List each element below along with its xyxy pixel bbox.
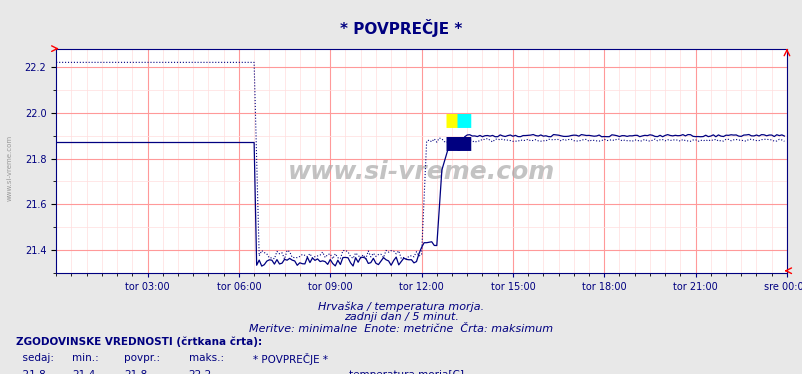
Text: Hrvaška / temperatura morja.: Hrvaška / temperatura morja. (318, 301, 484, 312)
Text: ▪: ▪ (443, 128, 462, 156)
Text: min.:: min.: (72, 353, 99, 364)
Text: maks.:: maks.: (188, 353, 224, 364)
Text: 22,2: 22,2 (188, 370, 212, 374)
Text: ▪: ▪ (443, 105, 462, 133)
Text: ▪: ▪ (454, 105, 472, 133)
Text: Meritve: minimalne  Enote: metrične  Črta: maksimum: Meritve: minimalne Enote: metrične Črta:… (249, 324, 553, 334)
Text: sedaj:: sedaj: (16, 353, 54, 364)
Text: * POVPREČJE *: * POVPREČJE * (340, 19, 462, 37)
Text: www.si-vreme.com: www.si-vreme.com (288, 160, 554, 184)
Text: * POVPREČJE *: * POVPREČJE * (253, 353, 327, 365)
Text: 21,4: 21,4 (72, 370, 95, 374)
Text: www.si-vreme.com: www.si-vreme.com (6, 135, 13, 201)
Text: zadnji dan / 5 minut.: zadnji dan / 5 minut. (343, 312, 459, 322)
Text: povpr.:: povpr.: (124, 353, 160, 364)
Text: 21,8: 21,8 (124, 370, 148, 374)
Text: ZGODOVINSKE VREDNOSTI (črtkana črta):: ZGODOVINSKE VREDNOSTI (črtkana črta): (16, 337, 262, 347)
Text: 21,8: 21,8 (16, 370, 46, 374)
Text: temperatura morja[C]: temperatura morja[C] (349, 370, 464, 374)
Text: ▪: ▪ (454, 128, 472, 156)
